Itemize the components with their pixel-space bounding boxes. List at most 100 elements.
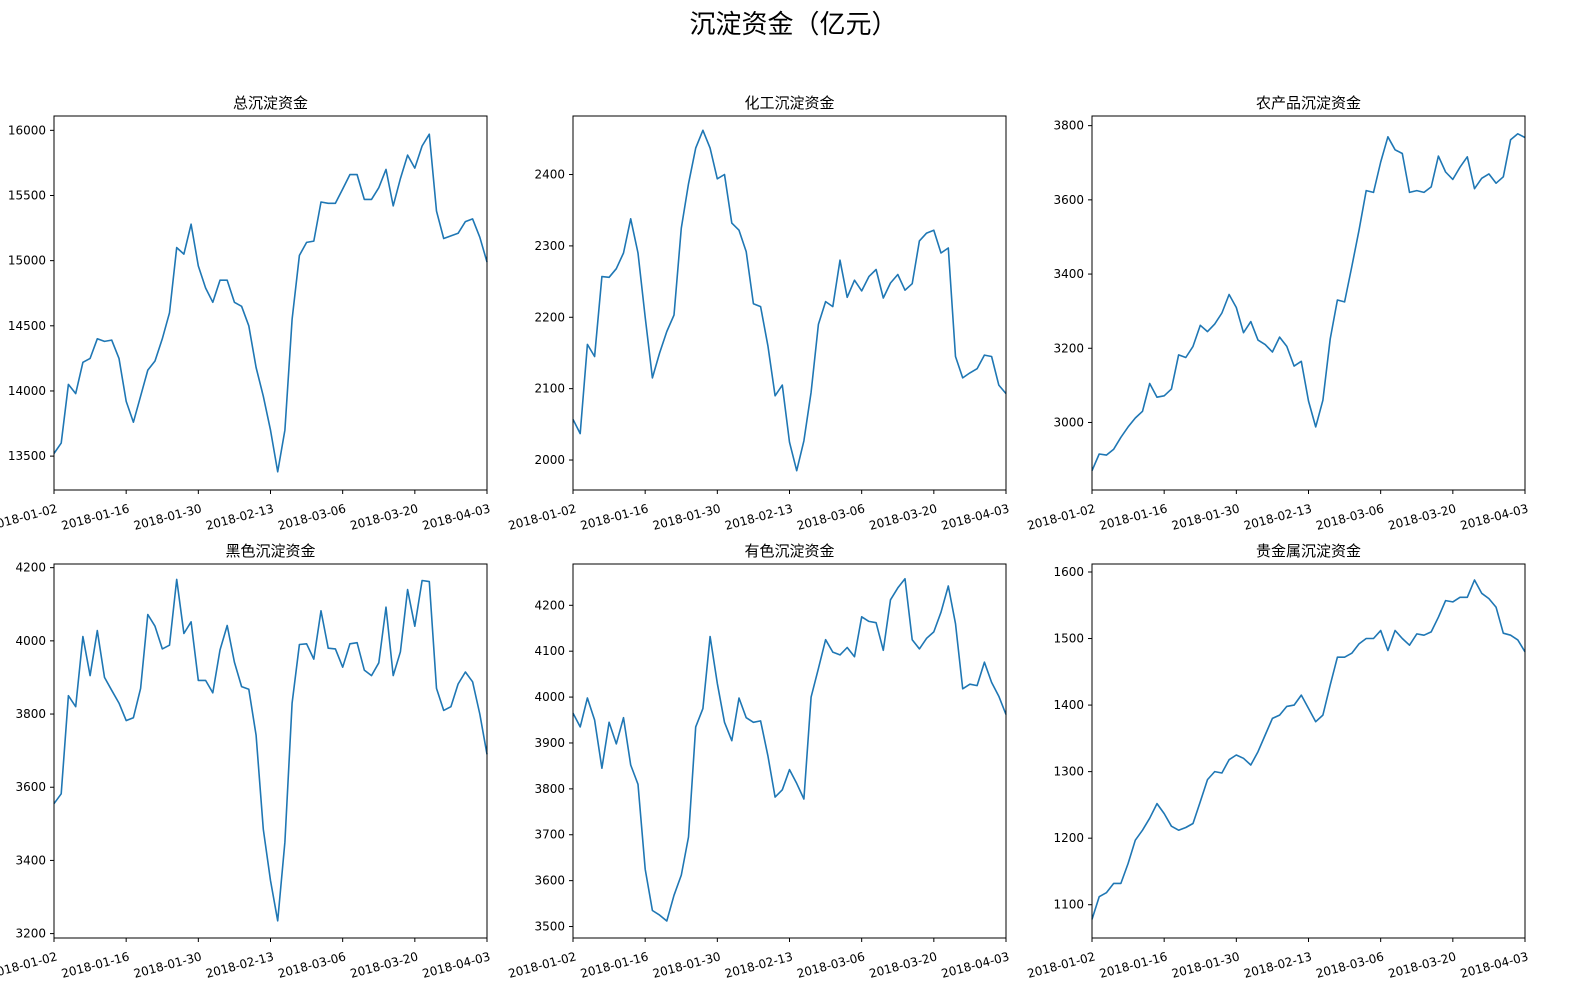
x-tick-label: 2018-03-06 (795, 501, 866, 533)
y-tick-label: 4200 (15, 561, 46, 575)
x-tick-label: 2018-03-06 (1314, 949, 1385, 981)
y-tick-label: 3600 (1053, 193, 1084, 207)
x-tick-label: 2018-02-13 (723, 949, 794, 981)
x-tick-label: 2018-01-02 (1026, 949, 1097, 981)
x-tick-label: 2018-02-13 (204, 501, 275, 533)
y-tick-label: 3400 (15, 853, 46, 867)
plot-frame (1091, 563, 1526, 939)
y-tick-label: 15500 (8, 188, 46, 202)
x-tick-label: 2018-01-16 (579, 501, 650, 533)
y-tick-label: 3800 (534, 782, 565, 796)
subplot-4: 黑色沉淀资金 3200 3400 3600 3800 4000 4200 2018-01-02… (0, 542, 492, 981)
y-tick-label: 3400 (1053, 267, 1084, 281)
x-tick-label: 2018-01-30 (132, 949, 203, 981)
series-line (572, 129, 1007, 472)
y-tick-label: 3800 (1053, 119, 1084, 133)
x-tick-label: 2018-02-13 (204, 949, 275, 981)
y-tick-label: 13500 (8, 449, 46, 463)
y-tick-label: 15000 (8, 254, 46, 268)
subplot-1: 总沉淀资金 13500 14000 14500 15000 15500 16000 2018-… (0, 94, 492, 533)
x-tick-label: 2018-03-06 (795, 949, 866, 981)
figure-title: 沉淀资金（亿元） (689, 10, 898, 40)
x-tick-label: 2018-02-13 (1242, 949, 1313, 981)
x-tick-label: 2018-03-06 (276, 501, 347, 533)
subplot-5: 有色沉淀资金 3500 3600 3700 3800 3900 4000 4100 4200 20… (507, 542, 1011, 981)
x-tick-label: 2018-04-03 (421, 501, 492, 533)
y-tick-label: 14500 (8, 319, 46, 333)
x-tick-label: 2018-04-03 (940, 949, 1011, 981)
x-tick-label: 2018-01-02 (507, 949, 578, 981)
x-tick-label: 2018-01-02 (0, 501, 59, 533)
subplot-title: 黑色沉淀资金 (225, 542, 315, 560)
y-tick-label: 2300 (534, 239, 565, 253)
y-tick-label: 4100 (534, 644, 565, 658)
x-tick-label: 2018-03-20 (349, 949, 420, 981)
subplot-title: 有色沉淀资金 (744, 542, 834, 560)
x-tick-label: 2018-01-30 (1170, 949, 1241, 981)
y-tick-label: 1400 (1053, 698, 1084, 712)
y-tick-label: 4000 (534, 690, 565, 704)
series-line (572, 577, 1007, 922)
y-tick-label: 3800 (15, 707, 46, 721)
subplot-title: 贵金属沉淀资金 (1256, 542, 1361, 560)
y-tick-label: 1300 (1053, 765, 1084, 779)
y-tick-label: 1100 (1053, 898, 1084, 912)
x-tick-label: 2018-01-16 (1098, 501, 1169, 533)
series-line (53, 578, 488, 922)
y-tick-label: 3500 (534, 920, 565, 934)
y-tick-label: 2100 (534, 382, 565, 396)
plot-frame (572, 115, 1007, 491)
x-tick-label: 2018-01-16 (579, 949, 650, 981)
y-tick-label: 3700 (534, 828, 565, 842)
series-line (1091, 133, 1526, 472)
subplot-title: 总沉淀资金 (233, 94, 308, 112)
x-tick-label: 2018-03-20 (868, 501, 939, 533)
x-tick-label: 2018-03-20 (349, 501, 420, 533)
subplot-6: 贵金属沉淀资金 1100 1200 1300 1400 1500 1600 2018-01-0… (1026, 542, 1530, 981)
x-tick-label: 2018-02-13 (1242, 501, 1313, 533)
x-tick-label: 2018-03-06 (276, 949, 347, 981)
x-tick-label: 2018-03-20 (1387, 501, 1458, 533)
x-tick-label: 2018-03-06 (1314, 501, 1385, 533)
y-tick-label: 3600 (534, 874, 565, 888)
x-tick-label: 2018-01-02 (507, 501, 578, 533)
y-tick-label: 4200 (534, 598, 565, 612)
plot-frame (572, 563, 1007, 939)
y-tick-label: 14000 (8, 384, 46, 398)
y-tick-label: 4000 (15, 634, 46, 648)
x-tick-label: 2018-04-03 (1459, 949, 1530, 981)
x-tick-label: 2018-04-03 (421, 949, 492, 981)
subplot-title: 化工沉淀资金 (744, 94, 834, 112)
x-tick-label: 2018-01-02 (1026, 501, 1097, 533)
x-tick-label: 2018-01-30 (651, 949, 722, 981)
y-tick-label: 3000 (1053, 415, 1084, 429)
x-tick-label: 2018-01-02 (0, 949, 59, 981)
series-line (1091, 579, 1526, 920)
y-tick-label: 16000 (8, 123, 46, 137)
x-tick-label: 2018-03-20 (1387, 949, 1458, 981)
x-tick-label: 2018-01-16 (1098, 949, 1169, 981)
x-tick-label: 2018-01-30 (1170, 501, 1241, 533)
x-tick-label: 2018-02-13 (723, 501, 794, 533)
subplot-title: 农产品沉淀资金 (1256, 94, 1361, 112)
y-tick-label: 3200 (15, 927, 46, 941)
y-tick-label: 2200 (534, 310, 565, 324)
plot-frame (1091, 115, 1526, 491)
x-tick-label: 2018-01-16 (60, 501, 131, 533)
y-tick-label: 1600 (1053, 565, 1084, 579)
x-tick-label: 2018-01-16 (60, 949, 131, 981)
x-tick-label: 2018-03-20 (868, 949, 939, 981)
y-tick-label: 2400 (534, 168, 565, 182)
y-tick-label: 1200 (1053, 831, 1084, 845)
y-tick-label: 3900 (534, 736, 565, 750)
series-line (53, 133, 488, 473)
y-tick-label: 1500 (1053, 632, 1084, 646)
y-tick-label: 3600 (15, 780, 46, 794)
x-tick-label: 2018-01-30 (132, 501, 203, 533)
x-tick-label: 2018-04-03 (940, 501, 1011, 533)
x-tick-label: 2018-01-30 (651, 501, 722, 533)
y-tick-label: 2000 (534, 453, 565, 467)
